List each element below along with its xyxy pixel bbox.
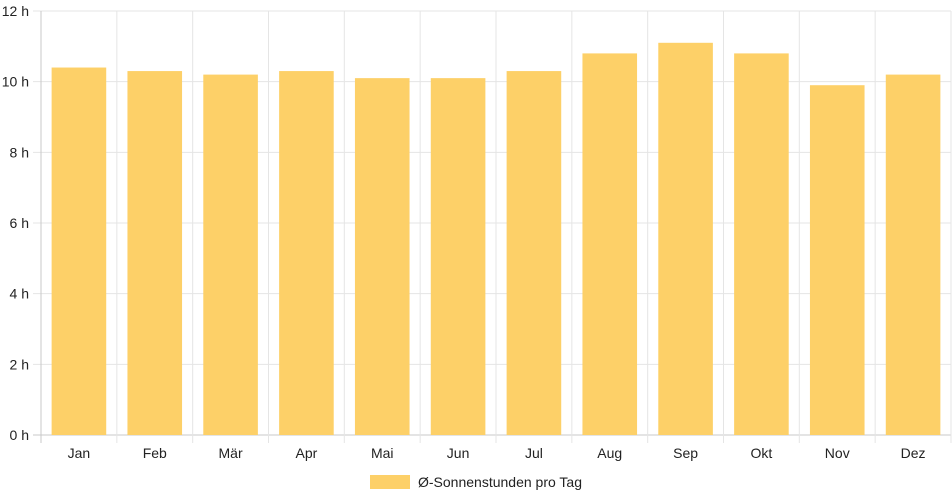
bar bbox=[506, 71, 562, 436]
bars bbox=[51, 42, 941, 436]
y-tick-label: 2 h bbox=[10, 356, 29, 372]
legend-swatch bbox=[370, 475, 410, 489]
x-tick-label: Okt bbox=[751, 445, 773, 461]
y-tick-label: 12 h bbox=[2, 3, 29, 19]
bar bbox=[51, 67, 107, 436]
y-tick-label: 4 h bbox=[10, 286, 29, 302]
y-tick-label: 10 h bbox=[2, 74, 29, 90]
bar bbox=[354, 78, 410, 435]
bar bbox=[809, 85, 865, 435]
bar bbox=[203, 74, 258, 435]
x-tick-label: Jul bbox=[525, 445, 543, 461]
bar bbox=[127, 71, 183, 436]
x-tick-label: Mai bbox=[371, 445, 394, 461]
bar bbox=[279, 71, 334, 436]
x-tick-label: Aug bbox=[597, 445, 622, 461]
x-tick-label: Jan bbox=[68, 445, 91, 461]
y-tick-label: 8 h bbox=[10, 144, 29, 160]
x-tick-label: Dez bbox=[901, 445, 926, 461]
bar bbox=[658, 42, 713, 436]
legend-label: Ø-Sonnenstunden pro Tag bbox=[418, 474, 582, 490]
grid bbox=[33, 10, 952, 443]
x-tick-label: Mär bbox=[219, 445, 243, 461]
x-tick-label: Jun bbox=[447, 445, 470, 461]
bar bbox=[734, 53, 789, 436]
y-tick-label: 0 h bbox=[10, 427, 29, 443]
legend[interactable]: Ø-Sonnenstunden pro Tag bbox=[0, 470, 952, 494]
bar bbox=[885, 74, 941, 435]
bar-chart: 0 h 2 h 4 h 6 h 8 h 10 h 12 h Jan Feb Mär Apr Mai Ju… bbox=[2, 3, 952, 461]
axes: 0 h 2 h 4 h 6 h 8 h 10 h 12 h Jan Feb Mär Apr Mai Ju… bbox=[2, 3, 926, 461]
bar bbox=[582, 53, 638, 436]
x-tick-label: Apr bbox=[296, 445, 318, 461]
x-tick-label: Nov bbox=[825, 445, 850, 461]
bar bbox=[430, 78, 486, 435]
x-tick-label: Sep bbox=[673, 445, 698, 461]
y-tick-label: 6 h bbox=[10, 215, 29, 231]
x-tick-label: Feb bbox=[143, 445, 167, 461]
